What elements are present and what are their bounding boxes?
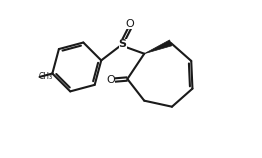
Text: CH₃: CH₃ (39, 72, 53, 81)
Text: O: O (106, 75, 115, 85)
Text: S: S (119, 39, 127, 49)
Polygon shape (144, 40, 172, 54)
Text: O: O (125, 19, 134, 29)
